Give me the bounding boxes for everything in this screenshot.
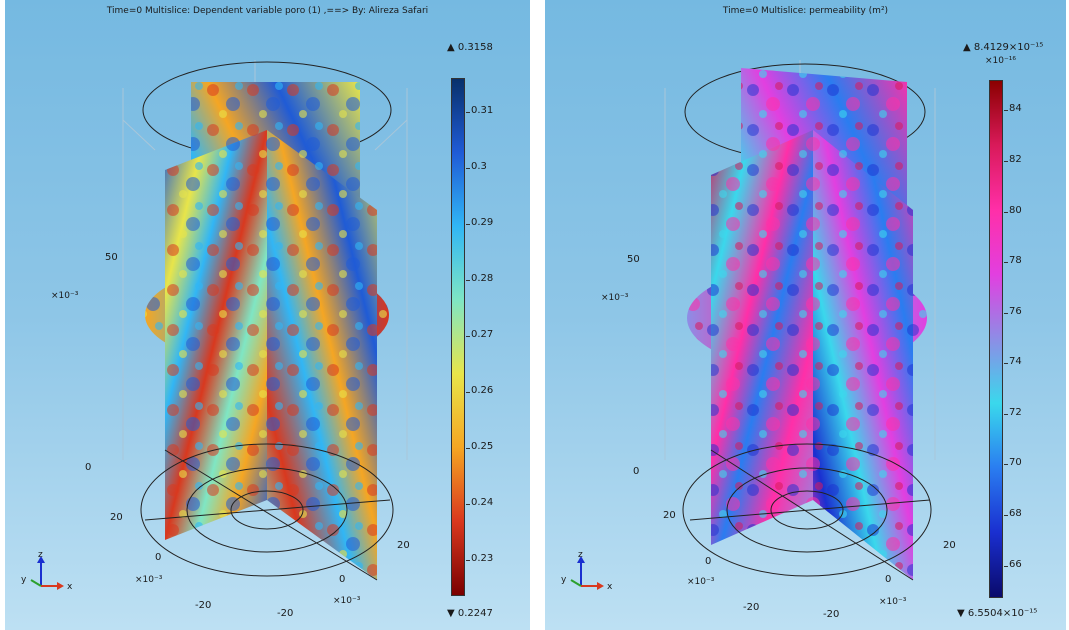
x-tick-20: 20 bbox=[943, 540, 956, 551]
colorbar-tick-label: 0.24 bbox=[465, 497, 494, 509]
colorbar-tick-label: 66 bbox=[1004, 558, 1022, 570]
colorbar-tick-label: 82 bbox=[1004, 153, 1022, 165]
z-tick-0: 0 bbox=[633, 466, 639, 477]
colorbar-tick-label: 0.26 bbox=[465, 385, 494, 397]
x-axis-label: x bbox=[607, 582, 613, 592]
y-tick-neg20: -20 bbox=[743, 602, 759, 613]
colorbar-tick-label: 0.3 bbox=[466, 160, 487, 172]
colorbar-tick-label: 0.31 bbox=[465, 104, 494, 116]
colorbar-tick-label: 78 bbox=[1004, 255, 1022, 267]
z-scale-label: ×10⁻³ bbox=[601, 293, 629, 303]
x-tick-neg20: -20 bbox=[277, 608, 293, 619]
permeability-plot-panel[interactable]: Time=0 Multislice: permeability (m²) bbox=[545, 0, 1066, 630]
colorbar-tick-label: 72 bbox=[1004, 406, 1022, 418]
porosity-plot-panel[interactable]: Time=0 Multislice: Dependent variable po… bbox=[5, 0, 530, 630]
multislice-scene[interactable]: 50 ×10⁻³ 0 20 0 ×10⁻³ -20 20 0 ×10⁻³ -20 bbox=[545, 0, 1066, 630]
multislice-scene[interactable]: 50 ×10⁻³ 0 20 0 ×10⁻³ -20 20 0 ×10⁻³ -20 bbox=[5, 0, 530, 630]
x-scale-label: ×10⁻³ bbox=[879, 597, 907, 607]
colorbar-min-label: ▼ 6.5504×10⁻¹⁵ bbox=[957, 608, 1038, 619]
colorbar-tick-label: 70 bbox=[1004, 457, 1022, 469]
colorbar-tick-label: 84 bbox=[1004, 103, 1022, 115]
z-scale-label: ×10⁻³ bbox=[51, 291, 79, 301]
x-tick-neg20: -20 bbox=[823, 609, 839, 620]
x-tick-0: 0 bbox=[885, 574, 891, 585]
colorbar-tick-label: 76 bbox=[1004, 305, 1022, 317]
colorbar-max-label: ▲ 8.4129×10⁻¹⁵ bbox=[963, 42, 1044, 53]
colorbar bbox=[451, 78, 465, 596]
x-tick-0: 0 bbox=[339, 574, 345, 585]
z-axis-label: z bbox=[578, 550, 583, 560]
colorbar-tick-label: 0.25 bbox=[465, 441, 494, 453]
plot-title: Time=0 Multislice: Dependent variable po… bbox=[106, 6, 429, 16]
colorbar-tick-label: 0.27 bbox=[465, 329, 494, 340]
colorbar-exponent-label: ×10⁻¹⁶ bbox=[985, 56, 1016, 66]
z-axis-label: z bbox=[38, 550, 43, 560]
y-tick-20: 20 bbox=[663, 510, 676, 521]
x-axis-label: x bbox=[67, 582, 73, 592]
y-scale-label: ×10⁻³ bbox=[687, 577, 715, 587]
y-axis-arrow bbox=[30, 579, 42, 587]
colorbar-min-label: ▼ 0.2247 bbox=[447, 608, 493, 619]
y-tick-neg20: -20 bbox=[195, 600, 211, 611]
axis-triad: z y x bbox=[561, 550, 613, 592]
y-axis-label: y bbox=[561, 575, 567, 585]
plot-title: Time=0 Multislice: permeability (m²) bbox=[722, 6, 889, 16]
z-tick-50: 50 bbox=[105, 252, 118, 263]
colorbar-tick-label: 80 bbox=[1004, 204, 1022, 216]
bottom-grid-circles bbox=[140, 443, 394, 581]
z-tick-50: 50 bbox=[627, 254, 640, 265]
y-axis-label: y bbox=[21, 575, 27, 585]
colorbar-tick-label: 0.28 bbox=[465, 272, 494, 284]
y-tick-0: 0 bbox=[155, 552, 161, 563]
bottom-grid-circles bbox=[682, 443, 932, 581]
colorbar-tick-label: 68 bbox=[1004, 508, 1022, 520]
x-scale-label: ×10⁻³ bbox=[333, 596, 361, 606]
colorbar-tick-label: 0.23 bbox=[465, 553, 494, 565]
colorbar-max-label: ▲ 0.3158 bbox=[447, 42, 493, 53]
colorbar bbox=[989, 80, 1003, 598]
y-tick-20: 20 bbox=[110, 512, 123, 523]
y-axis-arrow bbox=[570, 579, 582, 587]
y-tick-0: 0 bbox=[705, 556, 711, 567]
colorbar-tick-label: 0.29 bbox=[465, 216, 494, 228]
colorbar-tick-label: 74 bbox=[1004, 356, 1022, 368]
axis-triad: z y x bbox=[21, 550, 73, 592]
z-tick-0: 0 bbox=[85, 462, 91, 473]
y-scale-label: ×10⁻³ bbox=[135, 575, 163, 585]
x-tick-20: 20 bbox=[397, 540, 410, 551]
